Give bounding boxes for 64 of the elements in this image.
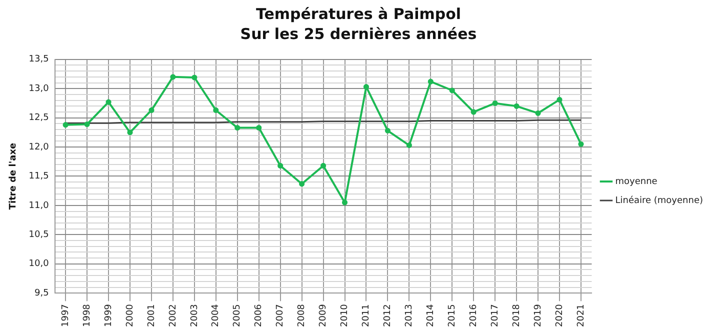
y-tick-label: 13,5 xyxy=(28,54,49,65)
x-tick-label: 2015 xyxy=(447,304,458,327)
point xyxy=(342,200,348,206)
point xyxy=(363,84,370,90)
point xyxy=(192,74,198,80)
point xyxy=(84,121,90,128)
y-tick-label: 13,0 xyxy=(28,84,50,94)
x-tick-label: 2021 xyxy=(576,304,586,327)
chart-title: Températures à Paimpol xyxy=(254,4,462,24)
point xyxy=(234,124,240,131)
y-tick-label: 11,5 xyxy=(28,172,49,182)
x-tick-label: 2002 xyxy=(168,304,178,327)
point xyxy=(514,103,520,109)
point xyxy=(384,128,391,134)
x-tick-label: 1999 xyxy=(104,304,114,327)
point xyxy=(406,142,412,148)
y-tick-label: 12,5 xyxy=(28,113,49,124)
x-tick-label: 1998 xyxy=(82,304,92,327)
x-tick-label: 2004 xyxy=(211,304,222,327)
x-tick-label: 1997 xyxy=(60,304,71,327)
x-tick-label: 2016 xyxy=(468,304,479,327)
point xyxy=(256,124,262,131)
point xyxy=(470,109,476,115)
point xyxy=(170,74,176,80)
point xyxy=(127,130,133,136)
point xyxy=(492,100,498,106)
x-tick-label: 2005 xyxy=(232,304,243,327)
x-tick-label: 2010 xyxy=(340,304,350,327)
x-tick-label: 2009 xyxy=(318,304,329,327)
x-tick-label: 2013 xyxy=(404,304,415,327)
point xyxy=(428,78,434,84)
y-tick-label: 10,5 xyxy=(28,230,49,240)
point xyxy=(213,107,219,114)
x-tick-label: 2020 xyxy=(554,304,565,327)
x-tick-label: 2019 xyxy=(533,304,544,327)
x-tick-label: 2007 xyxy=(276,304,286,327)
y-tick-label: 9,5 xyxy=(34,288,49,298)
x-tick-label: 2012 xyxy=(383,304,394,327)
x-tick-label: 2011 xyxy=(362,304,372,327)
x-tick-label: 2008 xyxy=(297,304,308,327)
x-tick-label: 2000 xyxy=(125,304,136,327)
y-axis-title: Titre de l'axe xyxy=(8,142,19,210)
point xyxy=(556,96,562,103)
point xyxy=(449,88,455,94)
x-tick-label: 2018 xyxy=(512,304,522,327)
x-tick-label: 2014 xyxy=(426,304,436,327)
y-tick-label: 12,0 xyxy=(28,142,50,152)
point xyxy=(62,122,68,128)
y-tick-label: 11,0 xyxy=(28,200,50,211)
point xyxy=(299,181,305,187)
chart-subtitle: Sur les 25 dernières années xyxy=(239,24,478,44)
point xyxy=(578,141,584,147)
point xyxy=(148,107,154,114)
y-tick-label: 10,0 xyxy=(28,259,50,270)
point xyxy=(106,99,112,105)
x-tick-label: 2017 xyxy=(490,304,500,327)
legend-label: moyenne xyxy=(615,176,658,187)
x-tick-label: 2003 xyxy=(190,304,200,327)
point xyxy=(278,162,284,169)
x-tick-label: 2006 xyxy=(254,304,264,327)
x-tick-label: 2001 xyxy=(146,304,157,327)
point xyxy=(535,110,541,116)
legend-label: Linéaire (moyenne) xyxy=(615,194,704,206)
point xyxy=(320,162,326,169)
